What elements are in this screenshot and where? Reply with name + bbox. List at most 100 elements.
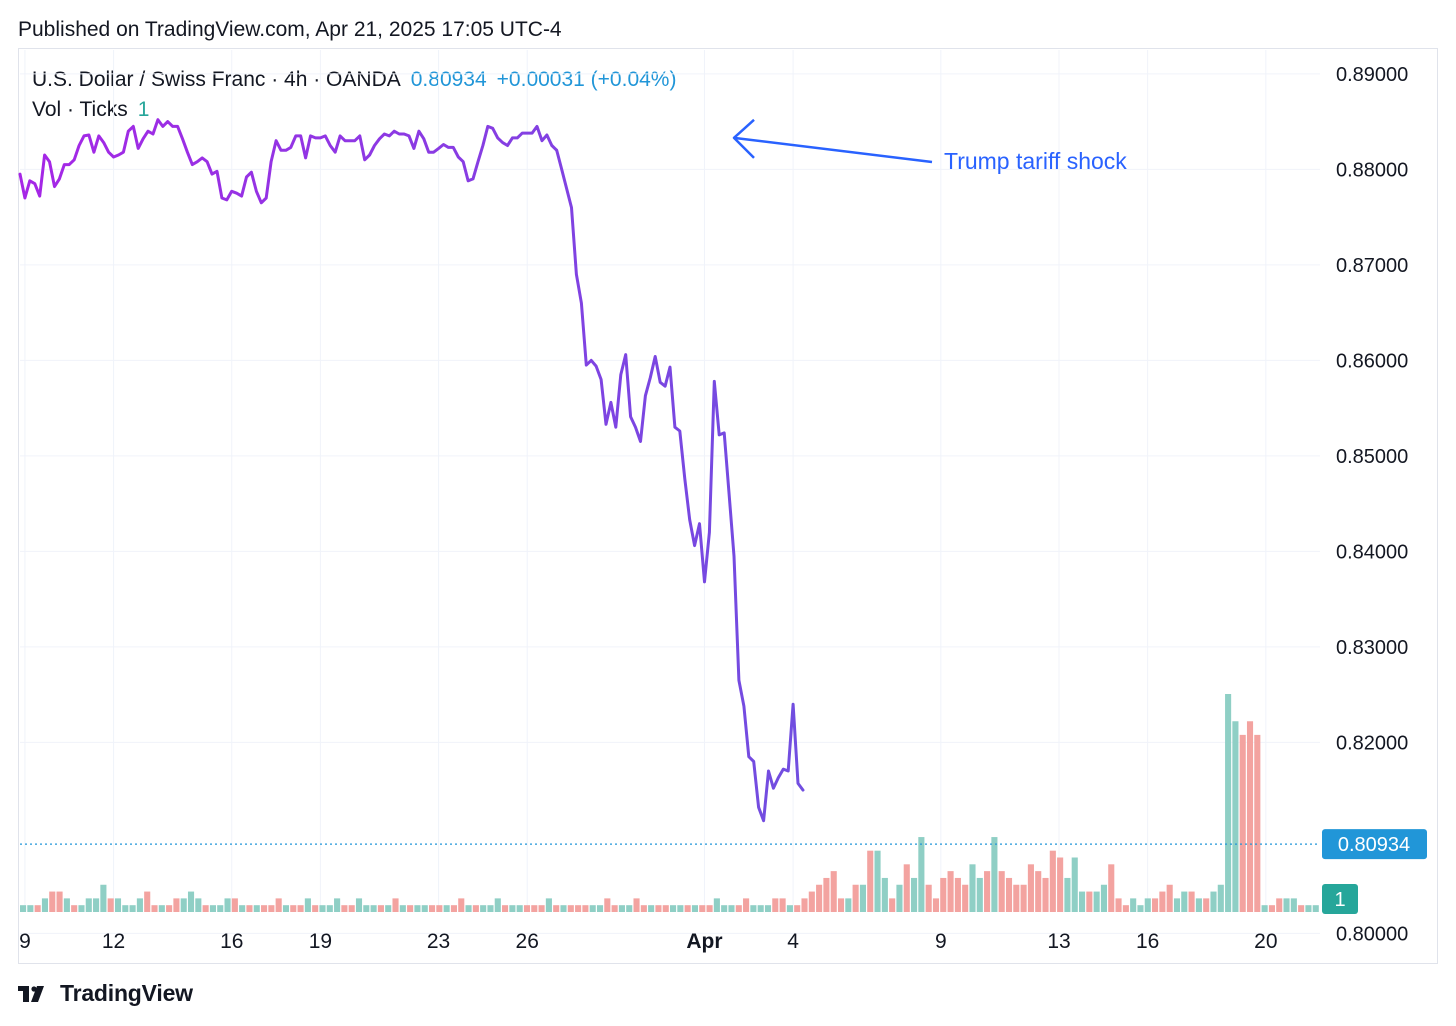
- volume-bar: [290, 905, 297, 912]
- volume-bar: [531, 905, 538, 912]
- volume-bar: [721, 905, 728, 912]
- last-price-tag: [1322, 829, 1427, 860]
- volume-bar: [268, 905, 275, 912]
- volume-bar: [626, 905, 633, 912]
- volume-bar: [93, 898, 100, 912]
- volume-bar: [450, 905, 458, 912]
- x-tick-label: 12: [102, 930, 125, 953]
- volume-bar: [487, 905, 494, 912]
- volume-bar: [1035, 871, 1042, 912]
- volume-bar: [677, 905, 684, 912]
- volume-bar: [991, 837, 998, 912]
- published-caption: Published on TradingView.com, Apr 21, 20…: [18, 18, 562, 41]
- volume-bar: [589, 905, 596, 912]
- time-axis: 9 12 16 19 23 26 Apr 4 9 13 16 20: [19, 930, 1277, 953]
- volume-bar: [1203, 898, 1210, 912]
- volume-bar: [830, 871, 837, 912]
- volume-bar: [1042, 877, 1049, 912]
- volume-bar: [728, 905, 735, 912]
- x-tick-label: 4: [787, 930, 799, 953]
- y-tick-label: 0.87000: [1336, 255, 1408, 277]
- volume-bar: [794, 905, 801, 912]
- volume-bar: [523, 905, 531, 912]
- volume-bar: [458, 898, 465, 912]
- volume-bar: [304, 898, 311, 912]
- volume-legend[interactable]: Vol · Ticks 1: [32, 98, 149, 122]
- volume-bar: [1195, 898, 1202, 912]
- volume-bar: [911, 877, 918, 912]
- volume-bar: [816, 884, 823, 912]
- volume-bar: [246, 905, 253, 912]
- annotation-arrow-shaft: [733, 136, 933, 164]
- volume-bar: [27, 905, 34, 912]
- volume-bar: [823, 877, 830, 912]
- volume-bar: [1086, 891, 1093, 912]
- volume-bar: [684, 905, 691, 912]
- volume-bar: [1276, 898, 1283, 912]
- volume-bar: [735, 905, 742, 912]
- y-tick-label: 0.80000: [1336, 923, 1408, 945]
- volume-bar: [772, 898, 779, 912]
- volume-bar: [187, 891, 195, 912]
- volume-bar: [706, 905, 713, 912]
- volume-bar: [34, 905, 41, 912]
- volume-bar: [553, 905, 560, 912]
- volume-bar: [1115, 898, 1122, 912]
- volume-value: 1: [137, 98, 150, 121]
- x-tick-label: Apr: [686, 930, 722, 953]
- volume-bar: [1049, 850, 1056, 912]
- volume-bar: [640, 905, 647, 912]
- volume-bar: [743, 898, 750, 912]
- volume-bar: [859, 884, 866, 912]
- annotation-arrow-head-icon: [732, 118, 755, 159]
- tradingview-brand: TradingView: [60, 980, 193, 1006]
- volume-bar: [852, 884, 859, 912]
- volume-bar: [1005, 877, 1013, 912]
- volume-bar: [874, 850, 881, 912]
- volume-bar: [750, 905, 757, 912]
- volume-bar: [363, 905, 370, 912]
- volume-bar: [465, 905, 472, 912]
- x-tick-label: 19: [309, 930, 332, 953]
- volume-bar: [538, 905, 545, 912]
- price-line-series: [18, 118, 554, 205]
- volume-bar: [925, 884, 932, 912]
- volume-bar: [224, 898, 231, 912]
- volume-bar: [567, 905, 574, 912]
- volume-bar: [1283, 898, 1290, 912]
- volume-bar: [691, 905, 699, 912]
- volume-bar: [1268, 905, 1275, 912]
- volume-bar: [947, 871, 954, 912]
- volume-bar: [421, 905, 428, 912]
- volume-bar: [180, 898, 187, 912]
- volume-bar: [319, 905, 326, 912]
- volume-bar: [1173, 898, 1181, 912]
- volume-bar: [202, 905, 209, 912]
- volume-bar: [903, 864, 910, 912]
- volume-bar: [428, 905, 436, 912]
- volume-bar: [779, 898, 786, 912]
- volume-bar: [1210, 891, 1217, 912]
- volume-bar: [282, 905, 290, 912]
- volume-bar: [41, 898, 49, 912]
- volume-bar: [845, 898, 852, 912]
- volume-label: Vol · Ticks: [32, 98, 128, 121]
- footer-brand[interactable]: TradingView: [18, 980, 193, 1007]
- volume-bar: [596, 905, 604, 912]
- volume-bar: [670, 905, 677, 912]
- volume-bar: [1122, 905, 1129, 912]
- volume-bar: [71, 905, 78, 912]
- volume-bar: [1188, 891, 1195, 912]
- volume-bar: [392, 898, 399, 912]
- tradingview-logo-icon: [18, 985, 44, 1002]
- volume-bar: [1020, 884, 1027, 912]
- y-tick-label: 0.85000: [1336, 446, 1408, 468]
- x-tick-label: 13: [1047, 930, 1070, 953]
- volume-bar: [1027, 864, 1034, 912]
- volume-bar: [173, 898, 180, 912]
- volume-bar: [954, 877, 961, 912]
- volume-bar: [1298, 905, 1305, 912]
- x-tick-label: 23: [427, 930, 450, 953]
- volume-bar: [545, 898, 552, 912]
